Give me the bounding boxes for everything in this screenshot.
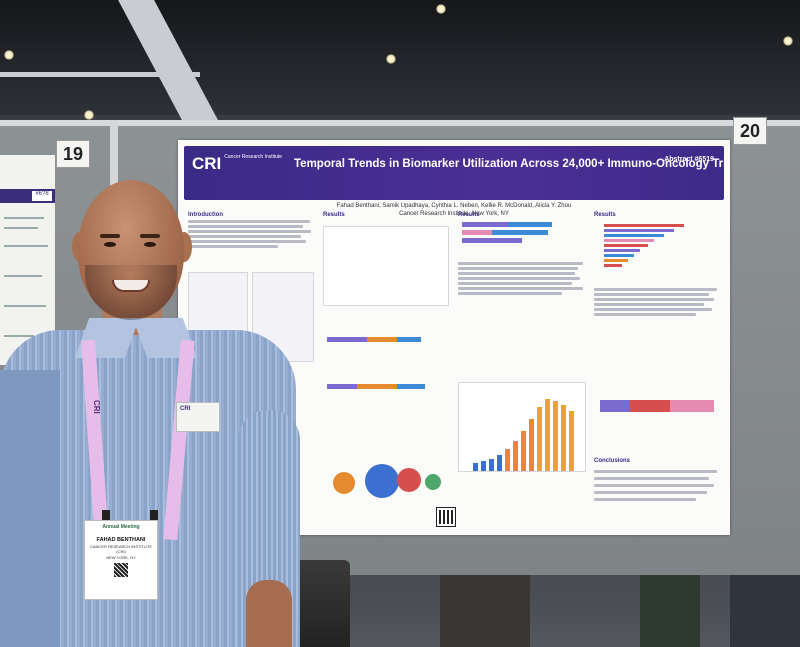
board-number-right: 20 [733,117,767,145]
section-heading: Results [323,212,345,218]
section-heading: Results [594,212,616,218]
presenter-head [78,180,184,318]
ceiling-light [386,54,396,64]
poster-qr-code [436,507,456,527]
poster-header: CRI Cancer Research Institute Temporal Tr… [184,146,730,200]
ceiling-light [436,4,446,14]
poster-abstract-number: Abstract #6519 [664,156,714,163]
badge-qr-code [114,563,128,577]
ceiling [0,0,800,115]
ceiling-light [84,110,94,120]
presenter-smile [112,280,150,292]
poster-column-results-2: Results [458,212,588,530]
board-number-left: 19 [56,140,90,168]
neighbor-poster-chip: #6?8 [32,191,52,201]
presenter-hand [246,580,292,647]
ceiling-light [783,36,793,46]
section-heading: Conclusions [594,458,631,464]
badge-event: Annual Meeting [102,524,140,530]
research-poster: CRI Cancer Research Institute Temporal Tr… [178,140,730,535]
poster-column-results-1: Results [323,212,456,530]
section-heading: Results [458,212,480,218]
name-badge: Annual Meeting FAHAD BENTHANI CANCER RES… [84,520,158,600]
neighbor-poster: #6?8 [0,155,55,365]
ceiling-light [4,50,14,60]
cri-logo: CRI Cancer Research Institute [192,154,283,173]
badge-org: CANCER RESEARCH INSTITUTE (CRI) [89,544,152,554]
background-person [730,575,800,647]
badge-location: NEW YORK, NY [106,555,136,560]
poster-column-results-3: Results Conclusions [594,212,722,530]
ceiling-beam [0,72,200,77]
poster-title: Temporal Trends in Biomarker Utilization… [294,158,730,170]
pocket-card: CRI [176,402,220,432]
background-person [440,575,530,647]
badge-name: FAHAD BENTHANI [96,537,146,543]
chair [290,560,350,647]
section-heading: Introduction [188,212,223,218]
poster-authors: Fahad Benthani, Samik Upadhaya, Cynthia … [336,203,572,217]
lanyard-text: CRI [92,400,101,414]
background-person [640,575,700,647]
